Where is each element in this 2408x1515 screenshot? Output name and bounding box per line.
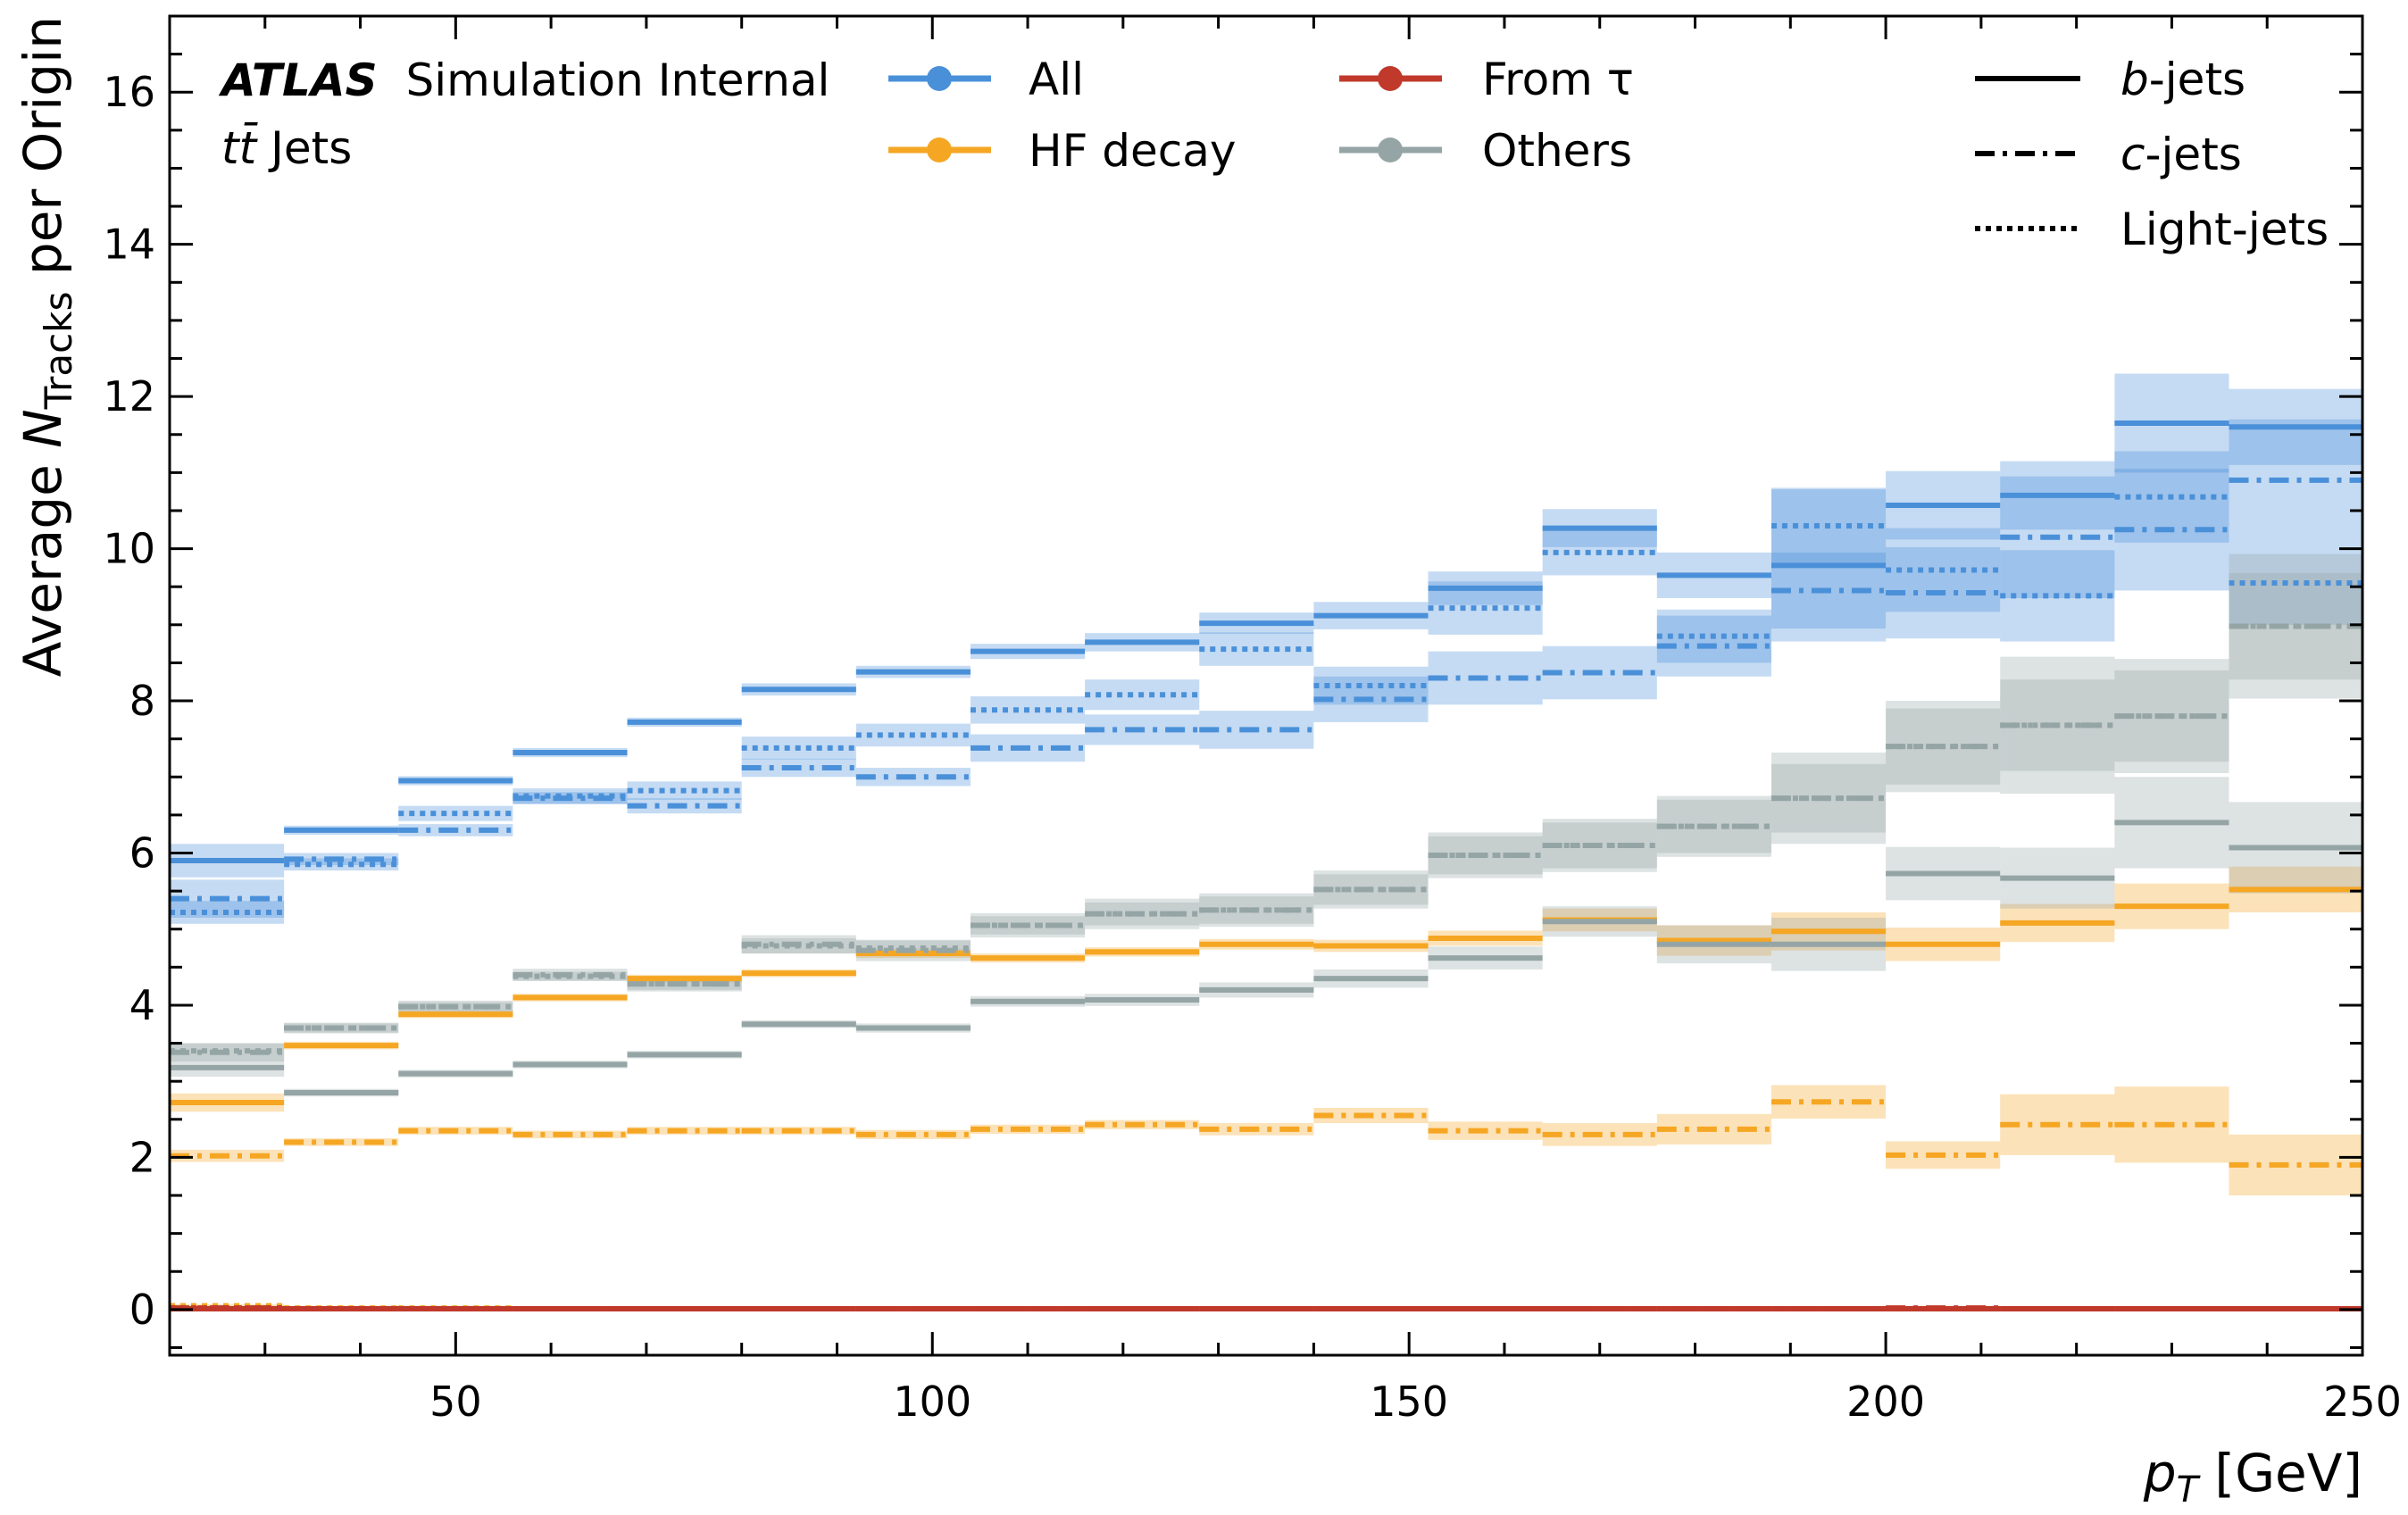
legend-marker-others xyxy=(1378,137,1403,162)
y-tick-label: 14 xyxy=(103,221,155,269)
legend-label-light-jets: Light-jets xyxy=(2121,204,2329,255)
sample-tt: tt̄ xyxy=(221,121,259,174)
x-axis-title: pT [GeV] xyxy=(2143,1443,2362,1511)
x-tick-label: 250 xyxy=(2323,1378,2402,1426)
y-tick-label: 2 xyxy=(129,1133,155,1181)
uncertainty-bands xyxy=(170,373,2362,1310)
axis-tick-labels: 50 100 150 200 250 0 2 4 6 8 10 12 14 16 xyxy=(103,68,2401,1426)
legend-marker-tau xyxy=(1378,66,1403,91)
legend-item-others: Others xyxy=(1339,125,1632,177)
y-tick-label: 16 xyxy=(103,68,155,116)
legend-marker-all xyxy=(927,66,952,91)
header-line-1: ATLAS Simulation Internal xyxy=(218,54,829,106)
legend-label-hf: HF decay xyxy=(1029,125,1236,177)
legend-item-all: All xyxy=(888,54,1084,105)
legend-item-c-jets: c-jets xyxy=(1975,129,2242,180)
y-tick-label: 6 xyxy=(129,829,155,878)
band-all-c-bin-18 xyxy=(2229,419,2362,542)
header-line-2: tt̄ Jets xyxy=(221,121,352,174)
legend-flavours: b-jets c-jets Light-jets xyxy=(1975,54,2329,255)
atlas-label: ATLAS xyxy=(218,54,378,106)
legend-label-all: All xyxy=(1029,54,1084,105)
x-tick-label: 200 xyxy=(1846,1378,1925,1426)
y-tick-label: 12 xyxy=(103,372,155,420)
x-tick-label: 150 xyxy=(1370,1378,1448,1426)
series-lines xyxy=(170,420,2362,1312)
legend-item-light-jets: Light-jets xyxy=(1975,204,2329,255)
legend-label-b-jets: b-jets xyxy=(2121,54,2246,105)
axis-ticks xyxy=(170,14,2364,1355)
legend-item-b-jets: b-jets xyxy=(1975,54,2246,105)
legend-label-tau: From τ xyxy=(1482,54,1634,105)
legend-item-tau: From τ xyxy=(1339,54,1634,105)
y-tick-label: 8 xyxy=(129,677,155,725)
legend-label-others: Others xyxy=(1482,125,1632,177)
y-tick-label: 4 xyxy=(129,981,155,1029)
x-tick-label: 50 xyxy=(429,1378,482,1426)
status-label: Simulation Internal xyxy=(406,54,830,106)
legend-marker-hf xyxy=(927,137,952,162)
legend-label-c-jets: c-jets xyxy=(2121,129,2242,180)
y-axis-title: Average NTracks per Origin xyxy=(12,16,80,677)
legend-item-hf: HF decay xyxy=(888,125,1236,177)
y-tick-label: 0 xyxy=(129,1286,155,1334)
sample-rest: Jets xyxy=(256,122,352,174)
plot-frame xyxy=(168,14,2364,1357)
y-tick-label: 10 xyxy=(103,525,155,573)
legend-origins: All HF decay From τ Others xyxy=(888,54,1634,177)
band-hf-c-bin-18 xyxy=(2229,1134,2362,1196)
x-tick-label: 100 xyxy=(893,1378,971,1426)
